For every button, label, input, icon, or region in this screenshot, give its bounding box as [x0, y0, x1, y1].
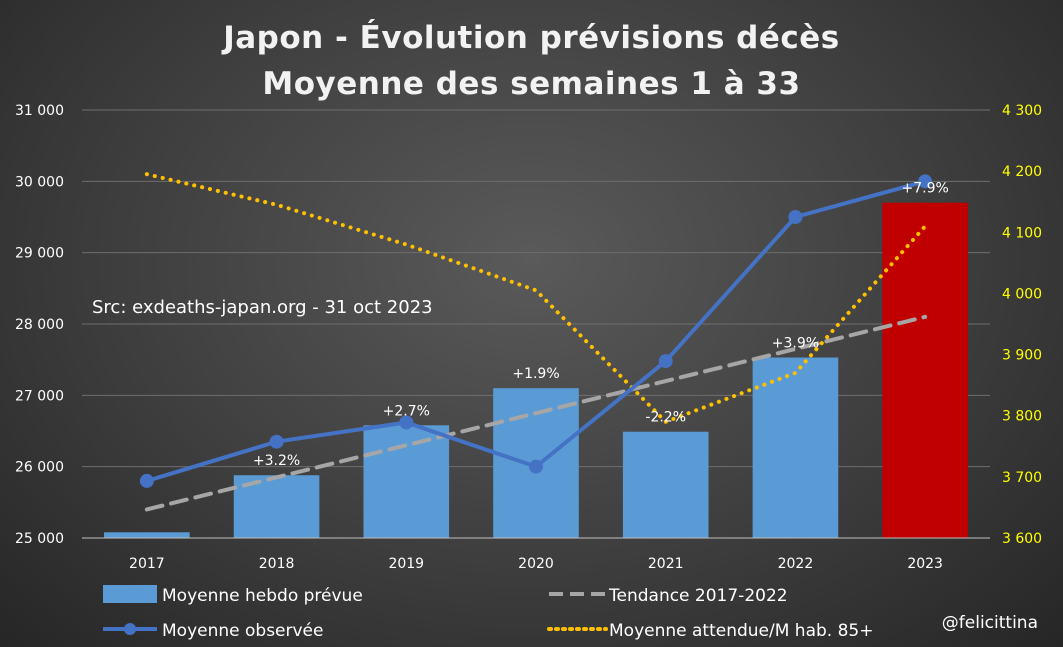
y-left-tick-label: 31 000 — [15, 103, 64, 119]
legend-label-observed: Moyenne observée — [162, 621, 323, 641]
data-label: -2.2% — [645, 410, 686, 426]
legend-item-observed: Moyenne observée — [103, 621, 323, 641]
data-label: +3.2% — [253, 453, 300, 469]
observed-series — [139, 174, 933, 488]
legend-item-bars: Moyenne hebdo prévue — [103, 585, 363, 606]
axes: 25 000 26 000 27 000 28 000 29 000 30 000 31 0… — [15, 103, 1042, 572]
x-tick-label: 2023 — [907, 556, 943, 572]
data-label: +2.7% — [383, 403, 430, 419]
data-label: +3.9% — [772, 336, 819, 352]
legend-label-trend: Tendance 2017-2022 — [608, 586, 788, 606]
y-left-tick-label: 30 000 — [15, 174, 64, 190]
y-left-tick-label: 28 000 — [15, 317, 64, 333]
x-tick-label: 2018 — [259, 556, 295, 572]
y-left-tick-label: 29 000 — [15, 246, 64, 262]
credit-handle: @felicittina — [942, 613, 1038, 633]
chart-subtitle: Moyenne des semaines 1 à 33 — [262, 66, 801, 102]
x-tick-label: 2021 — [648, 556, 684, 572]
observed-point — [399, 415, 414, 430]
observed-point — [139, 473, 154, 488]
bar — [622, 431, 709, 538]
legend-item-trend: Tendance 2017-2022 — [549, 586, 788, 606]
data-label: +7.9% — [901, 181, 948, 197]
expected-series — [144, 172, 928, 425]
chart-title: Japon - Évolution prévisions décès — [223, 20, 840, 56]
y-right-tick-label: 4 000 — [1002, 286, 1042, 302]
source-note: Src: exdeaths-japan.org - 31 oct 2023 — [92, 297, 433, 318]
y-left-tick-label: 27 000 — [15, 388, 64, 404]
trend-line — [144, 314, 928, 512]
x-tick-label: 2022 — [778, 556, 814, 572]
y-right-tick-label: 4 300 — [1002, 103, 1042, 119]
y-right-tick-label: 4 200 — [1002, 164, 1042, 180]
bar — [363, 425, 450, 538]
y-left-tick-label: 25 000 — [15, 531, 64, 547]
bar — [752, 357, 839, 538]
legend-label-bars: Moyenne hebdo prévue — [162, 586, 363, 606]
y-left-tick-label: 26 000 — [15, 460, 64, 476]
observed-point — [269, 434, 284, 449]
data-label: +1.9% — [512, 366, 559, 382]
y-right-tick-label: 3 900 — [1002, 348, 1042, 364]
y-right-tick-label: 3 700 — [1002, 470, 1042, 486]
x-tick-label: 2020 — [518, 556, 554, 572]
observed-point — [658, 354, 673, 369]
legend-label-expected: Moyenne attendue/M hab. 85+ — [609, 621, 873, 641]
y-right-tick-label: 3 600 — [1002, 531, 1042, 547]
observed-point — [918, 174, 933, 189]
x-tick-label: 2019 — [388, 556, 424, 572]
y-right-tick-label: 4 100 — [1002, 225, 1042, 241]
y-right-tick-label: 3 800 — [1002, 409, 1042, 425]
observed-point — [529, 459, 543, 474]
bar — [104, 532, 190, 538]
data-labels: +3.2% +2.7% +1.9% -2.2% +3.9% +7.9% — [253, 181, 949, 469]
legend: Moyenne hebdo prévue Tendance 2017-2022 … — [103, 585, 873, 641]
bar — [882, 202, 968, 538]
legend-marker-observed — [124, 623, 136, 635]
x-tick-label: 2017 — [129, 556, 165, 572]
trend-series — [144, 314, 928, 512]
observed-point — [788, 210, 803, 224]
legend-item-expected: Moyenne attendue/M hab. 85+ — [547, 621, 873, 641]
legend-swatch-bars — [103, 585, 157, 603]
expected-line — [144, 172, 928, 425]
